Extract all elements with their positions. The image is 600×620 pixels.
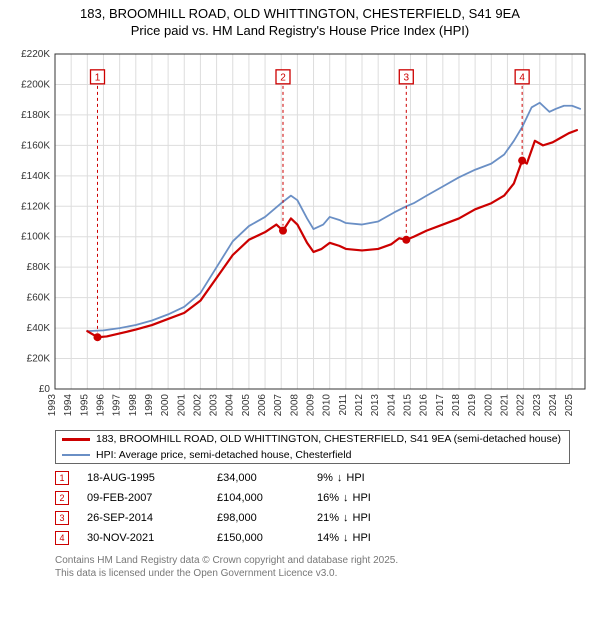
- event-delta: 16%↓HPI: [317, 492, 417, 504]
- svg-text:2013: 2013: [370, 394, 381, 417]
- svg-text:2008: 2008: [289, 394, 300, 417]
- event-price: £34,000: [217, 472, 317, 484]
- event-row: 4 30-NOV-2021£150,00014%↓HPI: [55, 528, 570, 548]
- svg-text:4: 4: [519, 72, 525, 83]
- legend-label: 183, BROOMHILL ROAD, OLD WHITTINGTON, CH…: [96, 433, 561, 445]
- legend-swatch: [62, 438, 90, 441]
- svg-text:£80K: £80K: [27, 262, 51, 273]
- event-price: £150,000: [217, 532, 317, 544]
- svg-text:£100K: £100K: [21, 232, 50, 243]
- svg-text:£180K: £180K: [21, 110, 50, 121]
- events-table: 1 18-AUG-1995£34,0009%↓HPI 2 09-FEB-2007£10…: [55, 468, 570, 548]
- svg-text:2019: 2019: [467, 394, 478, 417]
- event-marker: 2: [55, 491, 69, 505]
- legend: 183, BROOMHILL ROAD, OLD WHITTINGTON, CH…: [55, 430, 570, 464]
- svg-text:2003: 2003: [209, 394, 220, 417]
- event-delta: 14%↓HPI: [317, 532, 417, 544]
- svg-text:£160K: £160K: [21, 140, 50, 151]
- svg-text:2015: 2015: [402, 394, 413, 417]
- svg-text:2004: 2004: [225, 394, 236, 417]
- svg-text:2021: 2021: [499, 394, 510, 417]
- svg-text:2024: 2024: [548, 394, 559, 417]
- svg-text:1: 1: [95, 72, 101, 83]
- svg-text:1995: 1995: [79, 394, 90, 417]
- svg-text:2018: 2018: [451, 394, 462, 417]
- svg-text:2: 2: [280, 72, 286, 83]
- legend-label: HPI: Average price, semi-detached house,…: [96, 449, 351, 461]
- svg-text:£200K: £200K: [21, 79, 50, 90]
- arrow-down-icon: ↓: [337, 472, 343, 484]
- attribution-footer: Contains HM Land Registry data © Crown c…: [55, 554, 570, 580]
- footer-line2: This data is licensed under the Open Gov…: [55, 567, 570, 580]
- arrow-down-icon: ↓: [343, 492, 349, 504]
- event-price: £98,000: [217, 512, 317, 524]
- svg-text:2000: 2000: [160, 394, 171, 417]
- svg-text:1997: 1997: [112, 394, 123, 417]
- svg-text:2020: 2020: [483, 394, 494, 417]
- svg-text:£0: £0: [39, 384, 51, 395]
- event-marker: 3: [55, 511, 69, 525]
- svg-text:2001: 2001: [176, 394, 187, 417]
- svg-text:2012: 2012: [354, 394, 365, 417]
- svg-text:£40K: £40K: [27, 323, 51, 334]
- event-row: 3 26-SEP-2014£98,00021%↓HPI: [55, 508, 570, 528]
- svg-text:2009: 2009: [306, 394, 317, 417]
- svg-text:£120K: £120K: [21, 201, 50, 212]
- chart-area: £0 £20K £40K £60K £80K £100K £120K £140K £160K £1…: [0, 44, 600, 424]
- chart-title-line1: 183, BROOMHILL ROAD, OLD WHITTINGTON, CH…: [0, 0, 600, 23]
- svg-text:£140K: £140K: [21, 171, 50, 182]
- svg-text:2022: 2022: [516, 394, 527, 417]
- legend-item: 183, BROOMHILL ROAD, OLD WHITTINGTON, CH…: [56, 431, 569, 447]
- svg-text:2002: 2002: [192, 394, 203, 417]
- arrow-down-icon: ↓: [343, 532, 349, 544]
- svg-text:2014: 2014: [386, 394, 397, 417]
- svg-text:1994: 1994: [63, 394, 74, 417]
- event-price: £104,000: [217, 492, 317, 504]
- event-date: 30-NOV-2021: [87, 532, 217, 544]
- svg-text:1999: 1999: [144, 394, 155, 417]
- legend-item: HPI: Average price, semi-detached house,…: [56, 447, 569, 463]
- svg-text:1998: 1998: [128, 394, 139, 417]
- svg-text:2005: 2005: [241, 394, 252, 417]
- event-marker: 4: [55, 531, 69, 545]
- event-date: 18-AUG-1995: [87, 472, 217, 484]
- svg-text:2007: 2007: [273, 394, 284, 417]
- svg-text:3: 3: [404, 72, 410, 83]
- svg-text:2016: 2016: [419, 394, 430, 417]
- chart-title-line2: Price paid vs. HM Land Registry's House …: [0, 23, 600, 44]
- event-marker: 1: [55, 471, 69, 485]
- svg-text:£60K: £60K: [27, 293, 51, 304]
- svg-text:2023: 2023: [532, 394, 543, 417]
- svg-text:2011: 2011: [338, 394, 349, 416]
- svg-text:1996: 1996: [95, 394, 106, 417]
- svg-text:1993: 1993: [47, 394, 58, 417]
- event-row: 2 09-FEB-2007£104,00016%↓HPI: [55, 488, 570, 508]
- event-delta: 21%↓HPI: [317, 512, 417, 524]
- line-chart-svg: £0 £20K £40K £60K £80K £100K £120K £140K £160K £1…: [0, 44, 600, 424]
- svg-text:£220K: £220K: [21, 49, 50, 60]
- event-row: 1 18-AUG-1995£34,0009%↓HPI: [55, 468, 570, 488]
- svg-text:2025: 2025: [564, 394, 575, 417]
- page-root: 183, BROOMHILL ROAD, OLD WHITTINGTON, CH…: [0, 0, 600, 580]
- legend-swatch: [62, 454, 90, 456]
- svg-text:2006: 2006: [257, 394, 268, 417]
- footer-line1: Contains HM Land Registry data © Crown c…: [55, 554, 570, 567]
- svg-text:£20K: £20K: [27, 354, 51, 365]
- svg-text:2010: 2010: [322, 394, 333, 417]
- svg-text:2017: 2017: [435, 394, 446, 417]
- event-date: 26-SEP-2014: [87, 512, 217, 524]
- event-delta: 9%↓HPI: [317, 472, 417, 484]
- arrow-down-icon: ↓: [343, 512, 349, 524]
- event-date: 09-FEB-2007: [87, 492, 217, 504]
